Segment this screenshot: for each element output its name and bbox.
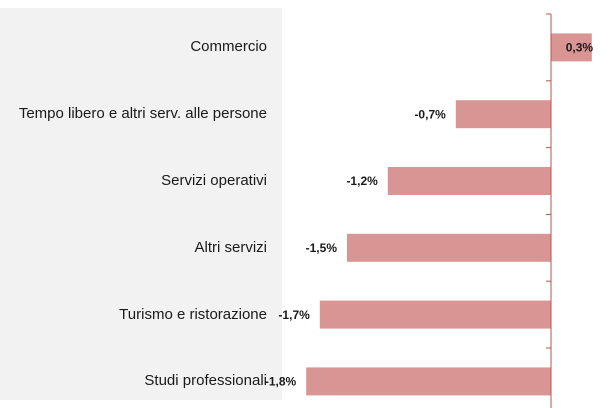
value-label: 0,3% xyxy=(566,41,594,55)
value-label: -0,7% xyxy=(414,107,446,121)
category-text: Tempo libero e altri serv. alle persone xyxy=(18,105,267,123)
label-panel xyxy=(0,8,282,400)
category-text: Servizi operativi xyxy=(161,172,267,189)
bar xyxy=(387,167,551,195)
category-text: Studi professionali xyxy=(144,372,267,390)
category-label: Altri servizi xyxy=(0,237,267,259)
category-label: Tempo libero e altri serv. alle persone xyxy=(0,103,267,125)
category-text: Commercio xyxy=(190,38,267,56)
value-label: -1,2% xyxy=(346,174,378,188)
bar xyxy=(551,33,592,62)
category-text: Turismo e ristorazione xyxy=(119,305,267,323)
bar xyxy=(347,233,551,262)
value-label: -1,7% xyxy=(278,308,310,322)
bar xyxy=(455,100,551,129)
bar xyxy=(306,367,551,396)
category-label: Commercio xyxy=(0,36,267,58)
category-text: Altri servizi xyxy=(194,238,267,256)
value-label: -1,5% xyxy=(306,241,338,255)
category-label: Studi professionali xyxy=(0,370,267,392)
value-label: -1,8% xyxy=(265,375,297,389)
category-label: Turismo e ristorazione xyxy=(0,304,267,326)
category-label: Servizi operativi xyxy=(0,170,267,192)
bar xyxy=(319,300,551,329)
